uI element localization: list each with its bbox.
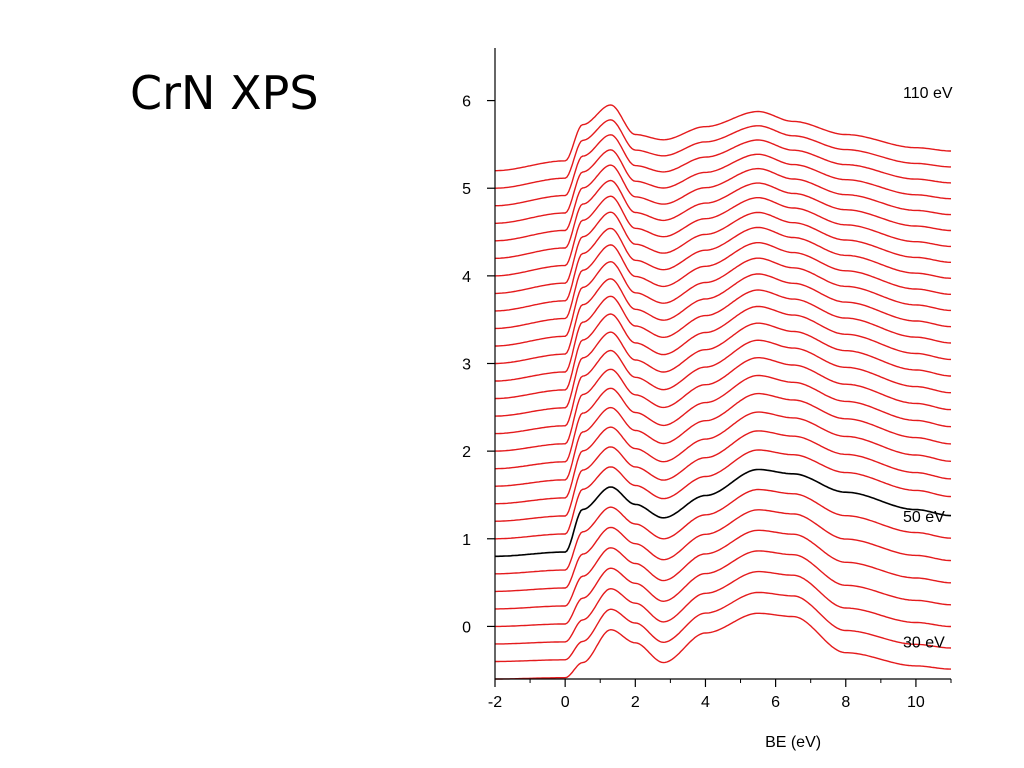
y-tick-label: 6 (462, 94, 471, 111)
series-line (495, 488, 952, 575)
x-tick-label: 8 (841, 694, 850, 711)
x-tick-label: 10 (907, 694, 925, 711)
series-layer (494, 104, 952, 680)
series-line (495, 449, 952, 540)
series-line (495, 134, 952, 207)
series-line (495, 591, 952, 663)
series-line (495, 392, 952, 487)
y-tick-label: 0 (462, 619, 471, 636)
x-axis-title: BE (eV) (765, 734, 821, 751)
x-tick-label: 2 (631, 694, 640, 711)
ticks-layer: 0 1 2 3 4 5 6 -2 0 2 4 6 8 10 (462, 94, 952, 711)
series-line (495, 149, 951, 224)
x-tick-label: 6 (771, 694, 780, 711)
series-annotation: 110 eV (903, 85, 953, 102)
series-line (495, 322, 951, 417)
y-tick-label: 2 (462, 444, 471, 461)
series-line (495, 179, 951, 259)
series-line (495, 226, 952, 312)
series-line (495, 570, 951, 645)
series-line (495, 211, 951, 295)
series-line (494, 305, 951, 400)
x-tick-label: 0 (561, 694, 570, 711)
slide-title: CrN XPS (130, 66, 319, 120)
series-line (495, 119, 951, 189)
series-line (494, 195, 951, 277)
series-line-highlight (495, 468, 951, 558)
axes-layer (494, 48, 951, 680)
annotation-layer: 110 eV 50 eV 30 eV (903, 85, 953, 651)
series-line (495, 289, 952, 382)
series-line (495, 257, 951, 347)
series-line (495, 529, 951, 610)
y-tick-label: 4 (462, 269, 471, 286)
series-line (495, 550, 952, 628)
series-line (495, 612, 951, 680)
series-line (495, 104, 951, 172)
y-tick-label: 5 (462, 181, 471, 198)
series-line (495, 357, 951, 452)
x-tick-label: -2 (488, 694, 502, 711)
series-line (495, 273, 952, 365)
series-annotation: 30 eV (903, 634, 945, 651)
series-line (495, 509, 952, 593)
series-line (495, 374, 952, 470)
y-tick-label: 3 (462, 357, 471, 374)
series-annotation: 50 eV (903, 509, 945, 526)
x-tick-label: 4 (701, 694, 710, 711)
series-line (495, 339, 951, 435)
series-line (495, 411, 952, 505)
series-line (495, 242, 951, 330)
y-tick-label: 1 (462, 532, 471, 549)
series-line (495, 164, 951, 242)
series-line (494, 430, 951, 522)
